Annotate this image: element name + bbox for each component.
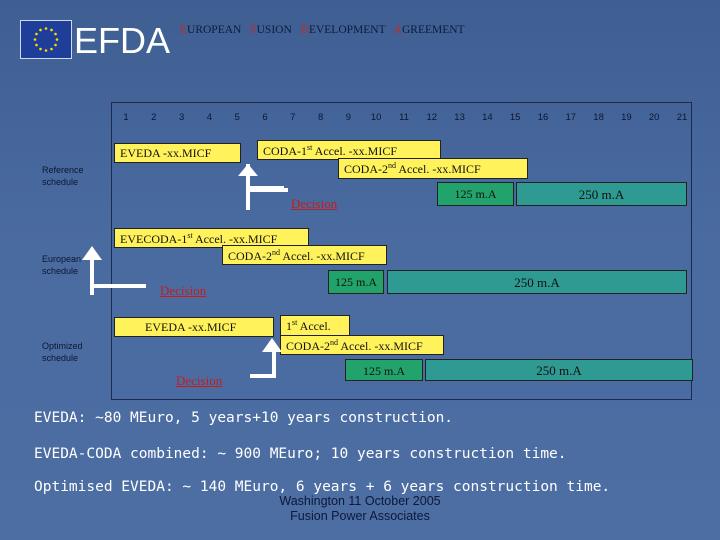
agreement-word: EUROPEAN — [180, 24, 242, 36]
eu-star-icon — [35, 43, 38, 47]
timeline-tick: 16 — [537, 112, 549, 123]
timeline-tick: 13 — [454, 112, 465, 123]
timeline-tick: 19 — [621, 112, 632, 123]
reference-coda2-bar: CODA-2nd Accel. -xx.MICF — [338, 158, 528, 179]
eu-star-icon — [35, 32, 38, 36]
european-decision-label: Decision — [160, 283, 207, 298]
footer-location-date: Washington 11 October 2005 — [279, 494, 441, 508]
optimized-decision-label: Decision — [176, 373, 223, 388]
timeline-tick: 6 — [262, 112, 268, 123]
timeline-tick: 12 — [426, 112, 438, 123]
timeline-tick: 2 — [151, 112, 157, 123]
agreement-word: DEVELOPMENT — [300, 24, 386, 36]
eu-flag-icon — [20, 20, 72, 59]
agreement-word: FUSION — [250, 24, 292, 36]
optimized-250ma-bar: 250 m.A — [425, 359, 693, 381]
european-eveda-coda1-bar: EVECODA-1st Accel. -xx.MICF — [114, 228, 309, 248]
statement-eveda-coda: EVEDA-CODA combined: ~ 900 MEuro; 10 yea… — [34, 446, 567, 462]
eu-star-icon — [50, 28, 53, 32]
optimized-schedule-label: Optimized schedule — [42, 341, 83, 363]
european-250ma-bar: 250 m.A — [387, 270, 687, 294]
timeline-frame — [111, 102, 692, 400]
timeline-tick: 11 — [399, 112, 409, 123]
efda-logo-text: EFDA — [74, 20, 171, 61]
optimized-eveda-bar: EVEDA -xx.MICF — [114, 317, 274, 337]
agreement-title: EUROPEAN FUSION DEVELOPMENT AGREEMENT — [180, 24, 465, 36]
eu-star-icon — [44, 49, 48, 52]
timeline-tick: 14 — [482, 112, 493, 123]
eu-star-icon — [39, 28, 42, 32]
reference-decision-label: Decision — [291, 196, 338, 211]
reference-coda1-bar: CODA-1st Accel. -xx.MICF — [257, 140, 441, 160]
eu-star-icon — [50, 47, 53, 51]
optimized-accel1-bar: 1st Accel. — [280, 315, 350, 336]
timeline-tick: 17 — [565, 112, 577, 123]
statement-optimised: Optimised EVEDA: ~ 140 MEuro, 6 years + … — [34, 479, 611, 495]
eu-star-icon — [33, 38, 37, 41]
timeline-tick: 3 — [178, 112, 185, 123]
timeline-tick: 4 — [206, 112, 213, 123]
european-coda2-bar: CODA-2nd Accel. -xx.MICF — [222, 245, 387, 265]
timeline-tick: 10 — [370, 112, 382, 123]
european-arrow-icon — [82, 246, 146, 295]
timeline-tick: 1 — [123, 112, 129, 123]
eu-star-icon — [39, 47, 42, 51]
eu-star-icon — [55, 38, 59, 41]
european-schedule-label: European schedule — [42, 254, 82, 276]
timeline-tick: 15 — [509, 112, 521, 123]
reference-250ma-bar: 250 m.A — [516, 182, 687, 206]
optimized-coda2-bar: CODA-2nd Accel. -xx.MICF — [280, 335, 444, 355]
eu-star-icon — [54, 32, 57, 36]
reference-125ma-bar: 125 m.A — [437, 182, 514, 206]
optimized-arrow-icon — [250, 338, 282, 378]
timeline-tick: 20 — [648, 112, 660, 123]
european-125ma-bar: 125 m.A — [328, 270, 384, 294]
eu-star-icon — [54, 43, 57, 47]
optimized-125ma-bar: 125 m.A — [345, 359, 423, 381]
timeline-tick: 9 — [345, 112, 352, 123]
reference-eveda-bar: EVEDA -xx.MICF — [114, 143, 241, 163]
statement-eveda: EVEDA: ~80 MEuro, 5 years+10 years const… — [34, 410, 454, 426]
agreement-word: AGREEMENT — [393, 24, 465, 36]
timeline-tick: 8 — [317, 112, 324, 123]
timeline-tick: 5 — [234, 112, 240, 123]
footer: Washington 11 October 2005 Fusion Power … — [250, 494, 470, 524]
timeline-tick: 21 — [676, 112, 688, 123]
reference-arrow-icon — [238, 164, 288, 210]
eu-star-icon — [44, 27, 48, 30]
timeline-tick: 7 — [290, 112, 296, 123]
timeline-tick: 18 — [593, 112, 604, 123]
reference-schedule-label: Reference schedule — [42, 165, 84, 187]
footer-organization: Fusion Power Associates — [290, 509, 430, 523]
